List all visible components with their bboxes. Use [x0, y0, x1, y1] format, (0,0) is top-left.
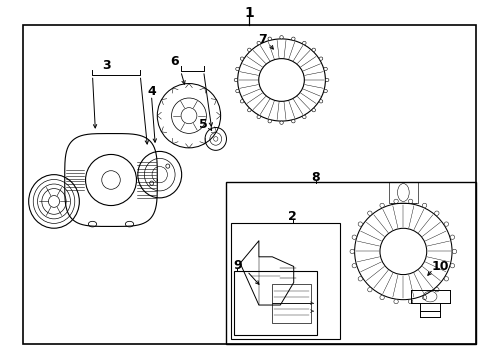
Ellipse shape: [280, 121, 283, 124]
Ellipse shape: [292, 120, 295, 123]
Ellipse shape: [319, 100, 323, 103]
Ellipse shape: [368, 288, 372, 292]
Ellipse shape: [452, 249, 457, 253]
Ellipse shape: [324, 89, 327, 93]
Bar: [226, 182, 476, 344]
Ellipse shape: [166, 164, 170, 168]
Ellipse shape: [394, 199, 398, 203]
Ellipse shape: [350, 249, 354, 253]
Bar: [272, 303, 311, 323]
Ellipse shape: [303, 115, 306, 119]
Ellipse shape: [280, 36, 283, 39]
Ellipse shape: [312, 48, 316, 51]
Text: 7: 7: [258, 33, 267, 46]
Ellipse shape: [444, 276, 448, 281]
Text: 3: 3: [102, 59, 110, 72]
Ellipse shape: [234, 78, 238, 82]
Ellipse shape: [257, 41, 261, 45]
Text: 4: 4: [147, 85, 156, 98]
Ellipse shape: [240, 100, 244, 103]
Ellipse shape: [435, 288, 439, 292]
Ellipse shape: [422, 295, 427, 300]
Ellipse shape: [368, 211, 372, 215]
Ellipse shape: [319, 57, 323, 60]
Ellipse shape: [422, 203, 427, 208]
Text: 8: 8: [311, 171, 320, 184]
Ellipse shape: [352, 264, 356, 268]
Ellipse shape: [236, 89, 239, 93]
Ellipse shape: [88, 221, 97, 227]
Ellipse shape: [324, 67, 327, 71]
Text: 1: 1: [244, 6, 254, 20]
Ellipse shape: [352, 235, 356, 239]
Text: 10: 10: [431, 260, 449, 273]
Ellipse shape: [450, 235, 455, 239]
Ellipse shape: [247, 48, 251, 51]
Ellipse shape: [394, 300, 398, 304]
Ellipse shape: [380, 203, 384, 208]
Bar: [24, 24, 476, 344]
Ellipse shape: [292, 37, 295, 40]
Ellipse shape: [444, 222, 448, 226]
Ellipse shape: [303, 41, 306, 45]
Text: 2: 2: [289, 210, 297, 223]
Text: 5: 5: [199, 118, 208, 131]
Ellipse shape: [240, 57, 244, 60]
Ellipse shape: [312, 109, 316, 112]
Ellipse shape: [409, 300, 413, 304]
Ellipse shape: [150, 181, 154, 185]
Ellipse shape: [358, 276, 363, 281]
Ellipse shape: [268, 37, 271, 40]
Ellipse shape: [268, 120, 271, 123]
Ellipse shape: [358, 222, 363, 226]
Ellipse shape: [435, 211, 439, 215]
Ellipse shape: [409, 199, 413, 203]
Bar: [234, 271, 317, 336]
Text: 6: 6: [170, 55, 179, 68]
Ellipse shape: [257, 115, 261, 119]
Text: 9: 9: [233, 259, 242, 272]
Ellipse shape: [450, 264, 455, 268]
Ellipse shape: [236, 67, 239, 71]
Bar: [272, 284, 311, 303]
Bar: [231, 223, 340, 339]
Ellipse shape: [125, 221, 134, 227]
Ellipse shape: [380, 295, 384, 300]
Ellipse shape: [325, 78, 329, 82]
Ellipse shape: [247, 109, 251, 112]
